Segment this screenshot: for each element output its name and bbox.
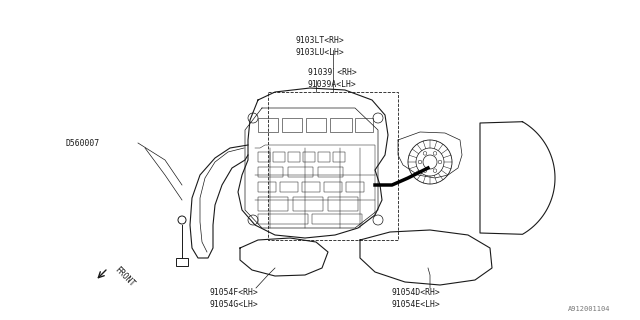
Bar — [318, 152, 330, 162]
Text: 91054D<RH>
91054E<LH>: 91054D<RH> 91054E<LH> — [392, 288, 441, 309]
Bar — [346, 182, 364, 192]
Text: 91039 <RH>
91039A<LH>: 91039 <RH> 91039A<LH> — [308, 68, 356, 89]
Bar — [268, 92, 398, 240]
Bar — [273, 152, 285, 162]
Bar — [176, 258, 188, 266]
Bar — [333, 152, 345, 162]
Bar — [288, 167, 313, 177]
Bar — [328, 197, 358, 211]
Bar — [324, 182, 342, 192]
Bar — [288, 152, 300, 162]
Text: FRONT: FRONT — [113, 265, 136, 289]
Bar — [258, 182, 276, 192]
Bar — [302, 182, 320, 192]
Bar — [282, 118, 302, 132]
Bar — [258, 197, 288, 211]
Bar — [318, 167, 343, 177]
Bar — [258, 152, 270, 162]
Bar — [280, 182, 298, 192]
Bar — [258, 214, 308, 224]
Text: 9103LT<RH>
9103LU<LH>: 9103LT<RH> 9103LU<LH> — [295, 36, 344, 57]
Bar — [293, 197, 323, 211]
Text: 91054F<RH>
91054G<LH>: 91054F<RH> 91054G<LH> — [210, 288, 259, 309]
Bar — [258, 167, 283, 177]
Text: A912001104: A912001104 — [568, 306, 611, 312]
Bar — [312, 214, 362, 224]
Bar — [355, 118, 373, 132]
Bar — [306, 118, 326, 132]
Bar — [330, 118, 352, 132]
Bar — [303, 152, 315, 162]
Bar — [258, 118, 278, 132]
Text: D560007: D560007 — [65, 139, 99, 148]
